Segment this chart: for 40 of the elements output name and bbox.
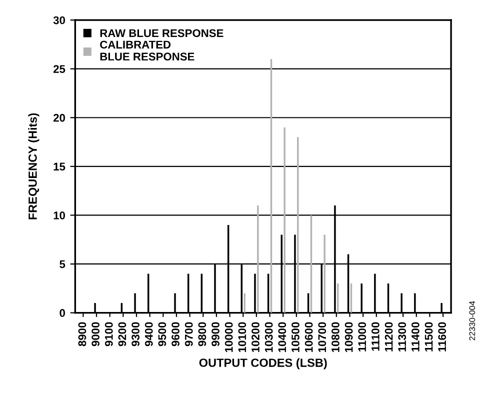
x-tick-label: 10200 xyxy=(252,322,260,352)
x-tick-label: 10400 xyxy=(278,322,286,352)
x-tick-label: 9900 xyxy=(212,322,220,346)
x-tick-label: 9100 xyxy=(104,322,113,346)
x-tick-label: 11600 xyxy=(438,322,446,352)
y-axis-title: FREQUENCY (Hits) xyxy=(28,113,40,220)
x-tick-label: 11400 xyxy=(412,322,420,352)
legend-label: RAW BLUE RESPONSE xyxy=(100,29,224,38)
x-tick-label: 8900 xyxy=(78,322,86,346)
y-tick-label: 5 xyxy=(60,260,66,268)
x-tick-label: 9000 xyxy=(92,322,100,346)
legend-label: CALIBRATED BLUE RESPONSE xyxy=(100,40,194,61)
x-tick-label: 10100 xyxy=(238,322,246,352)
x-tick-label: 10600 xyxy=(304,322,313,352)
x-tick-label: 9500 xyxy=(158,322,166,346)
y-tick-label: 20 xyxy=(53,114,65,122)
x-tick-label: 10000 xyxy=(224,322,233,352)
y-tick-label: 10 xyxy=(54,211,65,220)
x-tick-label: 9400 xyxy=(144,322,153,346)
text: 22330-004 xyxy=(469,301,476,340)
x-tick-label: 9700 xyxy=(184,322,193,346)
x-axis-title: OUTPUT CODES (LSB) xyxy=(199,358,327,370)
x-tick-label: 11100 xyxy=(372,322,380,351)
x-tick-label: 11300 xyxy=(398,322,406,352)
x-tick-label: 9300 xyxy=(132,322,140,346)
x-tick-label: 10500 xyxy=(292,322,300,352)
y-tick-label: 30 xyxy=(53,16,65,24)
x-tick-label: 9600 xyxy=(172,322,180,346)
y-tick-label: 25 xyxy=(53,65,66,73)
y-tick-label: 15 xyxy=(54,162,66,171)
x-tick-label: 10900 xyxy=(344,322,353,352)
x-tick-label: 11200 xyxy=(384,322,393,352)
x-tick-label: 11000 xyxy=(358,322,366,352)
x-tick-label: 11500 xyxy=(424,322,433,352)
x-tick-label: 10700 xyxy=(318,322,326,352)
x-tick-label: 9200 xyxy=(118,322,126,346)
x-tick-label: 10800 xyxy=(332,322,340,352)
x-tick-label: 10300 xyxy=(264,322,273,352)
x-tick-label: 9800 xyxy=(198,322,206,346)
y-tick-label: 0 xyxy=(60,309,65,317)
